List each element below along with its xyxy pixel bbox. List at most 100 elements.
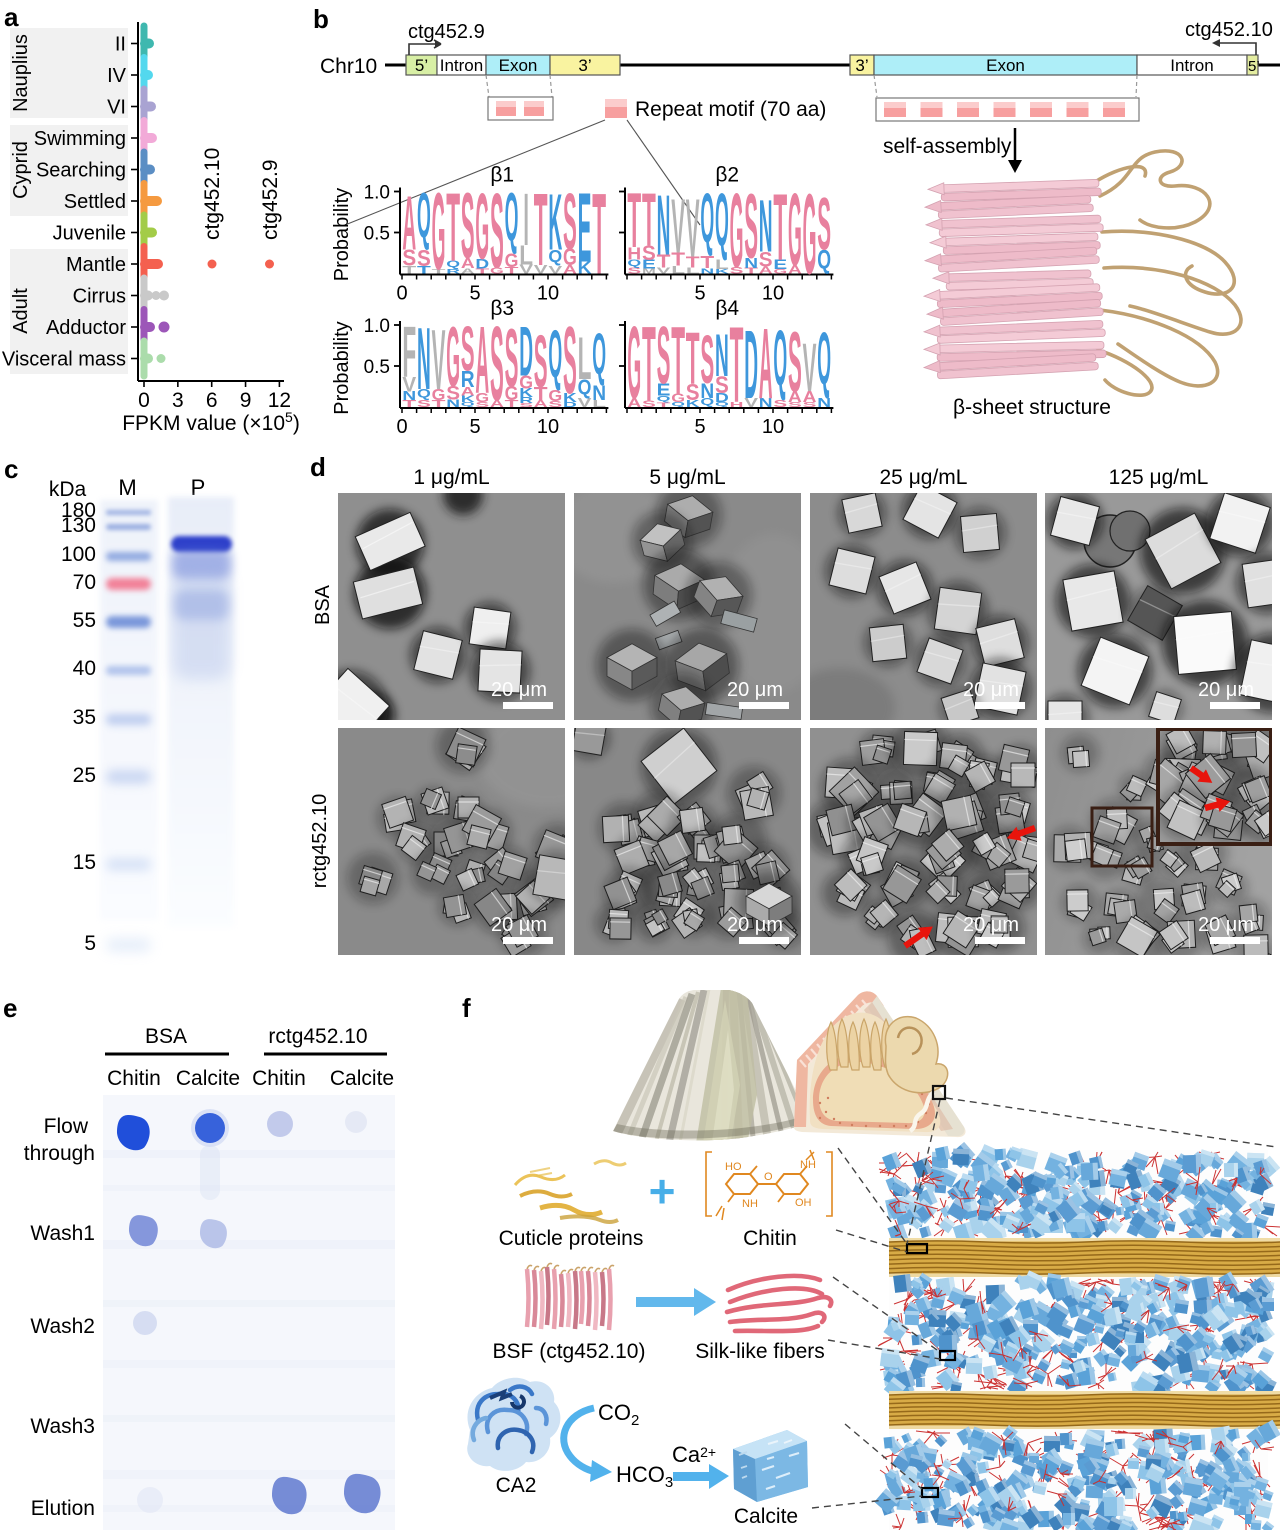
svg-text:A: A [490,399,504,410]
svg-text:20 μm: 20 μm [963,679,1019,701]
svg-text:0.5: 0.5 [364,357,390,378]
svg-text:β4: β4 [715,297,739,320]
svg-text:S: S [446,383,460,405]
svg-text:S: S [788,401,802,409]
svg-text:Chr10: Chr10 [320,55,377,78]
svg-text:Q: Q [671,402,685,408]
svg-text:β-sheet structure: β-sheet structure [953,396,1111,419]
svg-text:A: A [563,263,577,276]
svg-text:S: S [817,183,831,266]
svg-text:T: T [505,266,520,276]
svg-text:Intron: Intron [440,56,483,75]
svg-text:E: E [657,380,671,400]
svg-text:20 μm: 20 μm [727,679,783,701]
svg-text:5: 5 [694,283,705,305]
svg-text:V: V [578,396,593,411]
svg-text:β1: β1 [490,164,514,187]
svg-text:0.5: 0.5 [364,224,390,245]
svg-text:Q: Q [700,178,714,257]
svg-text:G: G [627,305,641,420]
svg-text:Exon: Exon [499,56,538,75]
svg-text:β3: β3 [490,297,514,320]
svg-text:Wash2: Wash2 [30,1315,95,1338]
svg-text:5: 5 [469,283,480,305]
svg-text:Q: Q [446,260,460,270]
svg-text:T: T [402,264,416,277]
svg-text:Intron: Intron [1170,56,1213,75]
svg-text:Probability: Probability [331,321,353,414]
svg-text:Flow: Flow [44,1115,89,1138]
svg-text:G: G [505,383,519,405]
svg-text:20 μm: 20 μm [727,914,783,936]
svg-text:Chitin: Chitin [107,1067,161,1090]
svg-text:V: V [686,181,700,274]
svg-text:A: A [627,396,641,410]
svg-text:R: R [461,365,475,392]
svg-text:S: S [519,402,533,408]
svg-text:S: S [475,401,489,409]
svg-text:T: T [534,172,548,287]
svg-text:BSA: BSA [145,1025,187,1048]
svg-text:S: S [686,380,700,406]
svg-text:N: N [700,379,714,403]
svg-text:T: T [730,306,744,426]
svg-text:N: N [592,381,606,405]
svg-text:V: V [432,313,446,408]
svg-text:Wash3: Wash3 [30,1415,95,1438]
svg-text:G: G [730,172,744,290]
svg-text:K: K [548,178,562,267]
svg-text:A: A [461,255,475,272]
svg-text:K: K [715,269,729,276]
svg-text:V: V [744,396,759,411]
svg-text:HCO3-: HCO3- [616,1462,678,1491]
svg-text:Elution: Elution [31,1497,95,1520]
svg-text:A: A [461,267,475,275]
svg-text:A: A [788,388,802,405]
svg-text:Visceral mass: Visceral mass [2,349,126,371]
svg-text:D: D [475,255,489,271]
svg-text:Calcite: Calcite [734,1505,798,1528]
svg-text:T: T [417,264,431,276]
svg-text:Repeat motif (70 aa): Repeat motif (70 aa) [635,98,826,121]
svg-text:F: F [402,313,416,393]
svg-text:N: N [817,396,831,411]
svg-text:Cyprid: Cyprid [10,141,32,199]
svg-text:Mantle: Mantle [66,254,126,276]
svg-text:G: G [432,170,446,292]
svg-text:S: S [461,314,475,384]
svg-text:T: T [505,399,519,410]
svg-text:T: T [642,177,656,262]
svg-text:G: G [475,391,489,405]
svg-text:Probability: Probability [331,188,353,281]
svg-text:Ca2+: Ca2+ [672,1442,716,1467]
svg-text:T: T [475,267,489,275]
svg-text:Cirrus: Cirrus [73,286,126,308]
svg-text:NH: NH [800,1159,816,1171]
svg-text:Wash1: Wash1 [30,1222,95,1245]
svg-text:S: S [773,399,787,410]
svg-text:A: A [534,399,548,410]
svg-text:S: S [402,245,416,271]
svg-text:20 μm: 20 μm [491,914,547,936]
svg-text:Q: Q [817,246,831,276]
svg-text:L: L [686,266,700,275]
svg-text:E: E [578,174,592,283]
svg-text:CA2: CA2 [496,1474,537,1497]
svg-text:S: S [461,175,475,279]
svg-text:L: L [671,264,685,277]
svg-text:T: T [642,306,656,424]
svg-text:S: S [627,267,641,276]
svg-text:O: O [764,1171,773,1183]
svg-text:A: A [461,384,475,398]
svg-text:20 μm: 20 μm [491,679,547,701]
svg-text:V: V [534,262,548,276]
svg-text:Q: Q [592,322,606,388]
svg-text:Q: Q [505,178,519,255]
svg-text:A: A [402,180,416,266]
svg-text:G: G [671,391,685,405]
svg-text:E: E [773,257,787,272]
svg-text:S: S [803,401,817,409]
svg-text:D: D [519,312,533,391]
svg-text:S: S [490,173,504,291]
svg-text:β2: β2 [715,164,739,187]
